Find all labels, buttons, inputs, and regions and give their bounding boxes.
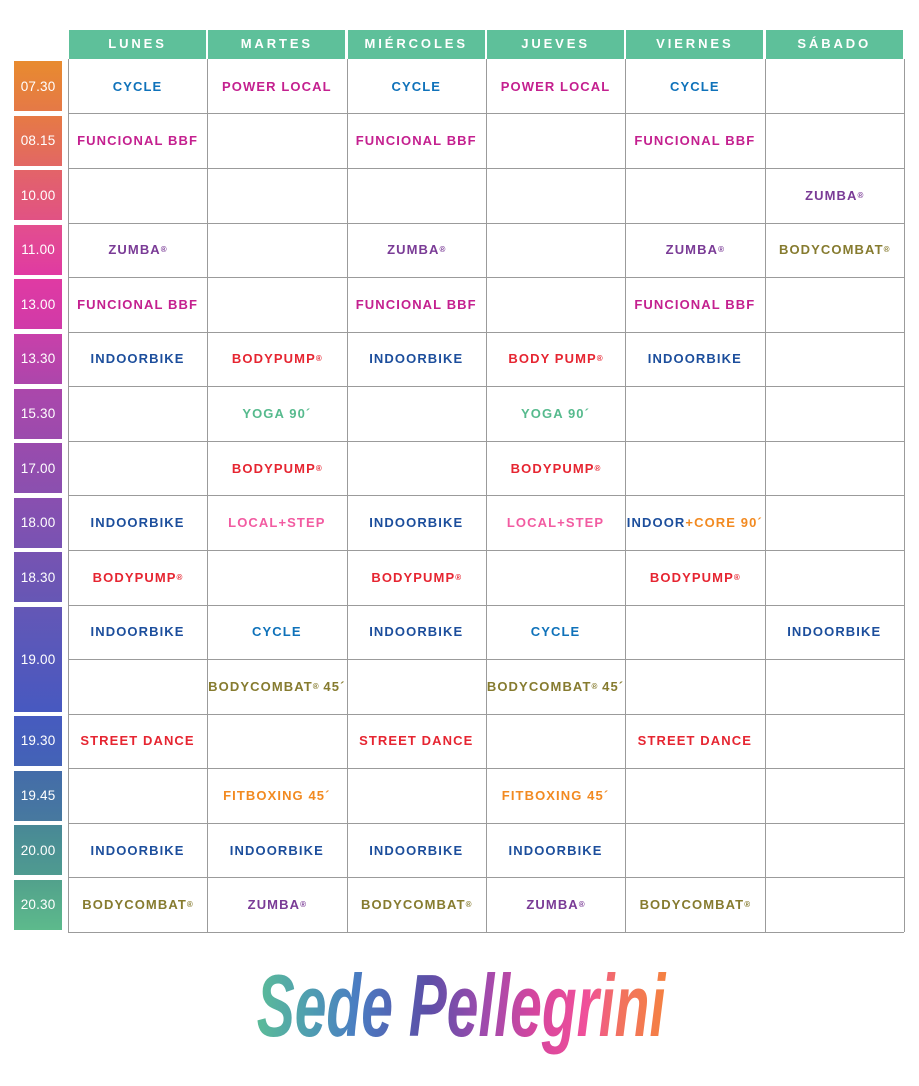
svg-text:Sede Pellegrini: Sede Pellegrini: [257, 956, 667, 1055]
